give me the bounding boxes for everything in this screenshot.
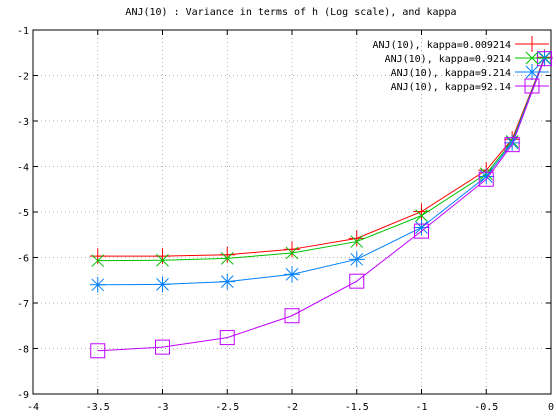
- data-point: [220, 252, 234, 265]
- x-tick-label: -4: [27, 402, 39, 413]
- axes: -4 -3.5 -3 -2.5 -2 -1.5 -1 -0.5 0 -9 -8 -7 -6 -5 -4 -3 -…: [17, 26, 554, 413]
- data-point: [284, 241, 300, 258]
- data-point: [91, 254, 105, 268]
- x-tick-label: -2.5: [215, 402, 239, 413]
- legend-label: ANJ(10), kappa=0.9214: [385, 54, 511, 65]
- data-point: [524, 64, 540, 80]
- data-point: [478, 168, 495, 185]
- y-tick-label: -6: [17, 254, 29, 265]
- x-tick-label: -2: [286, 402, 298, 413]
- data-point: [348, 230, 365, 247]
- x-tick-label: 0: [548, 402, 554, 413]
- y-tick-label: -9: [17, 390, 29, 401]
- y-tick-label: -1: [17, 26, 29, 37]
- x-tick-label: -0.5: [474, 402, 498, 413]
- data-point: [524, 78, 540, 94]
- data-point: [219, 273, 236, 290]
- y-tick-label: -8: [17, 345, 29, 356]
- series-line: [97, 58, 545, 352]
- data-point: [156, 253, 169, 267]
- series-layer: [89, 49, 553, 359]
- y-tick-label: -7: [17, 299, 29, 310]
- data-point: [219, 246, 236, 263]
- data-point: [524, 36, 540, 52]
- data-point: [154, 248, 171, 265]
- y-tick-label: -3: [17, 117, 29, 128]
- data-point: [348, 251, 365, 268]
- data-point: [504, 137, 520, 153]
- x-tick-label: -1: [415, 402, 427, 413]
- data-point: [349, 273, 365, 289]
- legend-label: ANJ(10), kappa=9.214: [391, 68, 511, 79]
- grid: [33, 30, 551, 394]
- data-point: [478, 171, 494, 187]
- data-point: [413, 219, 430, 236]
- y-tick-label: -5: [17, 208, 29, 219]
- x-tick-label: -3: [156, 402, 168, 413]
- x-tick-label: -1.5: [345, 402, 369, 413]
- legend: ANJ(10), kappa=0.009214 ANJ(10), kappa=0.…: [373, 36, 549, 94]
- data-point: [537, 51, 553, 67]
- data-point: [219, 330, 235, 346]
- data-point: [415, 209, 428, 222]
- data-point: [155, 339, 170, 355]
- data-point: [89, 248, 106, 265]
- data-point: [154, 276, 171, 293]
- legend-label: ANJ(10), kappa=92.14: [391, 82, 511, 93]
- data-point: [90, 343, 106, 359]
- data-point: [284, 308, 300, 324]
- data-point: [89, 276, 106, 293]
- legend-label: ANJ(10), kappa=0.009214: [373, 40, 511, 51]
- data-point: [525, 51, 539, 65]
- y-tick-label: -4: [17, 163, 29, 174]
- data-point: [350, 235, 364, 248]
- data-point: [414, 223, 429, 239]
- series-4: [90, 51, 553, 359]
- data-point: [284, 266, 300, 283]
- y-tick-label: -2: [17, 72, 29, 83]
- data-point: [285, 246, 299, 260]
- x-tick-label: -3.5: [86, 402, 110, 413]
- data-point: [413, 203, 430, 220]
- chart-title: ANJ(10) : Variance in terms of h (Log sc…: [125, 7, 456, 18]
